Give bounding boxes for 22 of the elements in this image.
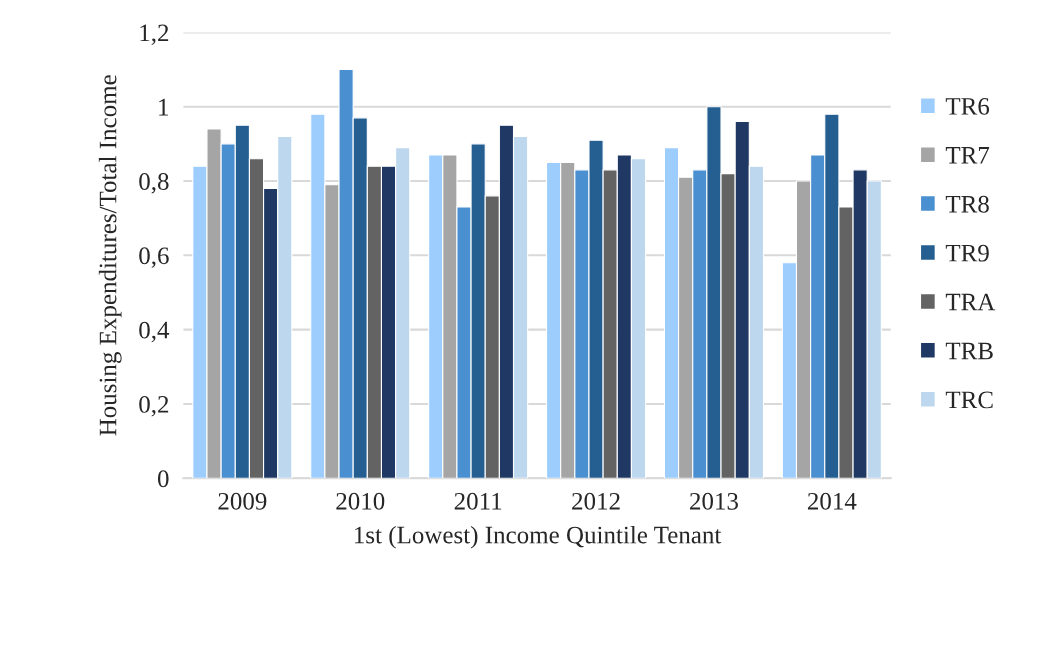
x-tick-label: 2009 xyxy=(218,492,267,510)
y-tick-label: 0,6 xyxy=(139,247,169,268)
x-tick-label: 2014 xyxy=(807,492,857,510)
y-tick-label: 1,2 xyxy=(140,24,169,45)
x-tick-label: 2011 xyxy=(454,492,502,510)
y-axis-title: Housing Expenditures/Total Income xyxy=(98,75,122,436)
legend-label: TRB xyxy=(945,342,993,360)
legend-label: TR8 xyxy=(945,195,989,213)
legend-label: TRA xyxy=(945,293,996,311)
x-tick-label: 2010 xyxy=(336,492,385,510)
legend-label: TR6 xyxy=(945,98,990,115)
y-tick-label: 0,8 xyxy=(139,173,169,194)
x-tick-label: 2013 xyxy=(690,492,738,510)
legend-label: TR7 xyxy=(945,147,990,164)
y-tick-label: 0,4 xyxy=(139,321,170,343)
y-tick-label: 0,2 xyxy=(139,395,169,417)
y-tick-label: 0 xyxy=(157,470,169,488)
legend-label: TR9 xyxy=(945,244,989,262)
legend-label: TRC xyxy=(945,391,993,409)
x-tick-label: 2012 xyxy=(572,492,620,510)
x-axis-title: 1st (Lowest) Income Quintile Tenant xyxy=(355,525,722,549)
y-tick-label: 1 xyxy=(159,98,169,116)
